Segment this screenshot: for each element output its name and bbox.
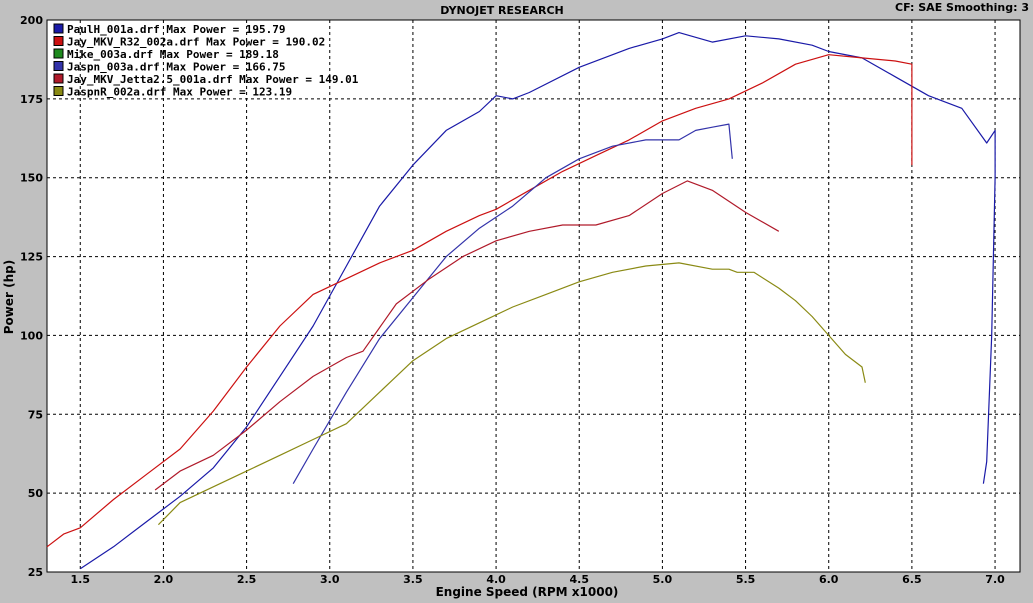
legend: PaulH_001a.drf Max Power = 195.79Jay_MKV…	[53, 23, 359, 99]
plot-area	[46, 19, 1021, 573]
x-tick-label: 3.5	[403, 573, 423, 586]
y-tick-label: 175	[20, 93, 43, 106]
legend-swatch	[53, 36, 64, 46]
series-line-6	[157, 262, 866, 526]
y-tick-label: 150	[20, 172, 43, 185]
x-tick-label: 2.0	[154, 573, 174, 586]
y-tick-label: 200	[20, 14, 43, 27]
y-tick-label: 50	[28, 487, 44, 500]
y-tick-label: 75	[28, 408, 43, 421]
legend-swatch	[53, 61, 64, 71]
x-axis: 1.5 2.0 2.5 3.0 3.5 4.0 4.5 5.0 5.5 6.0 6.5 7.0	[71, 573, 1006, 586]
chart-title: DYNOJET RESEARCH	[440, 4, 563, 17]
x-tick-label: 6.5	[902, 573, 922, 586]
series-line-4	[292, 123, 733, 484]
y-tick-label: 100	[20, 329, 43, 342]
x-tick-label: 3.0	[320, 573, 340, 586]
y-axis-label: Power (hp)	[2, 260, 16, 334]
legend-entry: PaulH_001a.drf Max Power = 195.79	[67, 23, 286, 36]
legend-entry: Jaspn_003a.drf Max Power = 166.75	[67, 61, 286, 74]
chart-header: DYNOJET RESEARCH CF: SAE Smoothing: 3	[440, 1, 1029, 17]
y-axis: 25 50 75 100 125 150 175 200	[20, 14, 43, 579]
y-tick-label: 125	[20, 251, 43, 264]
legend-swatch	[53, 86, 64, 96]
x-axis-label: Engine Speed (RPM x1000)	[436, 585, 619, 599]
x-tick-label: 5.0	[653, 573, 673, 586]
x-tick-label: 4.0	[486, 573, 506, 586]
x-tick-label: 1.5	[71, 573, 91, 586]
x-tick-label: 5.5	[736, 573, 756, 586]
x-tick-label: 2.5	[237, 573, 257, 586]
x-tick-label: 6.0	[819, 573, 839, 586]
legend-swatch	[53, 73, 64, 84]
legend-swatch	[53, 48, 64, 59]
x-tick-label: 7.0	[985, 573, 1005, 586]
legend-entry: Jay_MKV_R32_002a.drf Max Power = 190.02	[67, 36, 325, 49]
series-line-1	[79, 31, 996, 570]
legend-entry: Jay_MKV_Jetta2.5_001a.drf Max Power = 14…	[67, 73, 359, 86]
legend-entry: Mike_003a.drf Max Power = 189.18	[67, 48, 279, 61]
legend-entry: JaspnR_002a.drf Max Power = 123.19	[67, 86, 292, 99]
legend-swatch	[53, 23, 64, 34]
y-tick-label: 25	[28, 566, 43, 579]
grid	[47, 20, 1020, 572]
x-tick-label: 4.5	[569, 573, 589, 586]
series-layer	[46, 31, 996, 570]
settings-readout: CF: SAE Smoothing: 3	[895, 1, 1029, 14]
series-line-2	[46, 54, 913, 548]
series-line-5	[154, 180, 780, 491]
